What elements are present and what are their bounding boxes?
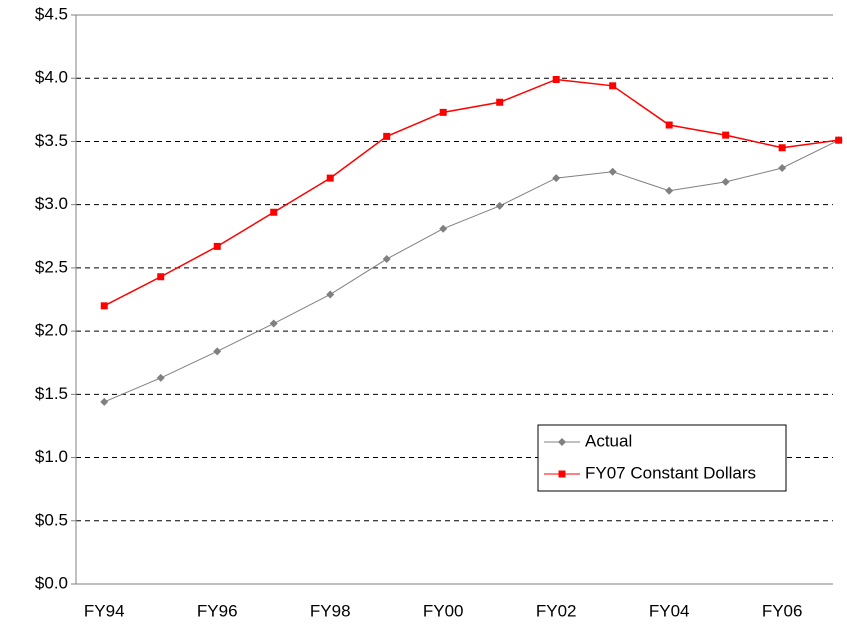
series-line (103, 78, 839, 307)
point (326, 290, 335, 299)
x-tick-label: FY04 (649, 601, 690, 620)
point (558, 470, 566, 478)
y-tick-label: $1.5 (35, 384, 68, 403)
point (383, 132, 391, 140)
legend (537, 424, 787, 492)
point (439, 108, 447, 116)
y-tick-label: $2.5 (35, 257, 68, 276)
point (558, 438, 566, 446)
point (778, 144, 786, 152)
point (608, 167, 617, 176)
y-tick-label: $0.5 (35, 510, 68, 529)
point (552, 75, 560, 83)
point (778, 163, 787, 172)
point (495, 201, 504, 210)
x-tick-label: FY98 (310, 601, 351, 620)
point (665, 121, 673, 129)
x-tick-label: FY96 (197, 601, 238, 620)
x-tick-label: FY06 (762, 601, 803, 620)
point (722, 131, 730, 139)
x-tick-label: FY00 (423, 601, 464, 620)
point (326, 174, 334, 182)
y-tick-label: $4.5 (35, 4, 68, 23)
point (100, 397, 109, 406)
point (213, 347, 222, 356)
point (382, 255, 391, 264)
y-tick-label: $4.0 (35, 68, 68, 87)
y-tick-label: $0.0 (35, 573, 68, 592)
point (100, 302, 108, 310)
legend-label: FY07 Constant Dollars (585, 463, 756, 482)
point (721, 177, 730, 186)
point (156, 373, 165, 382)
point (269, 319, 278, 328)
point (835, 136, 843, 144)
y-tick-label: $3.5 (35, 131, 68, 150)
point (213, 242, 221, 250)
point (270, 208, 278, 216)
point (609, 82, 617, 90)
y-tick-label: $2.0 (35, 321, 68, 340)
y-tick-label: $3.0 (35, 194, 68, 213)
x-tick-label: FY94 (84, 601, 125, 620)
series-line (104, 139, 839, 403)
legend-label: Actual (585, 431, 632, 450)
x-tick-label: FY02 (536, 601, 577, 620)
point (439, 224, 448, 233)
point (665, 186, 674, 195)
point (157, 273, 165, 281)
y-tick-label: $1.0 (35, 447, 68, 466)
point (496, 98, 504, 106)
point (552, 174, 561, 183)
